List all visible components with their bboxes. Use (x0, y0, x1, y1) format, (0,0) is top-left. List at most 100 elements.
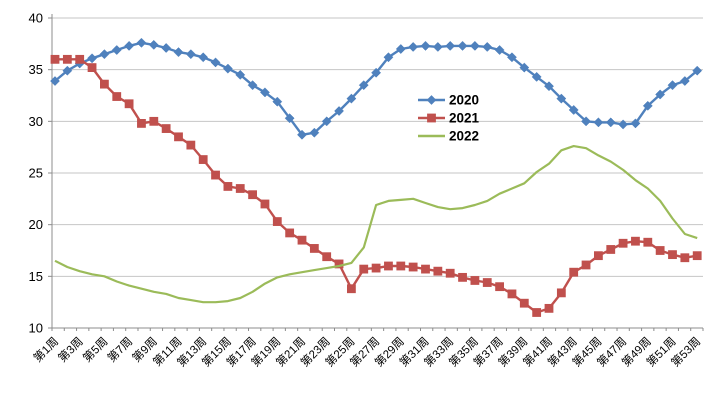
data-point-2021 (433, 266, 443, 276)
data-point-2021 (470, 276, 480, 285)
data-point-2020 (383, 52, 394, 63)
data-point-2020 (235, 69, 246, 80)
data-point-2020 (494, 45, 505, 55)
data-point-2020 (222, 63, 233, 74)
data-point-2021 (211, 170, 220, 180)
data-point-2020 (556, 93, 567, 104)
series-2020 (50, 37, 703, 140)
data-point-2021 (309, 244, 319, 253)
data-point-2020 (346, 93, 357, 104)
data-point-2021 (371, 263, 381, 273)
gridlines (52, 17, 703, 277)
data-point-2020 (544, 81, 554, 92)
data-point-2020 (210, 57, 221, 68)
data-point-2020 (469, 40, 480, 51)
data-point-2021 (631, 236, 640, 246)
data-point-2021 (186, 140, 196, 150)
data-point-2021 (581, 260, 591, 270)
data-point-2020 (519, 62, 530, 73)
data-point-2020 (111, 45, 122, 55)
data-point-2020 (272, 96, 283, 107)
data-point-2021 (285, 228, 295, 238)
data-point-2020 (581, 116, 592, 127)
data-point-2021 (223, 182, 233, 191)
data-point-2021 (556, 288, 566, 298)
data-point-2021 (75, 54, 85, 64)
legend-label-2022: 2022 (449, 129, 479, 144)
data-point-2020 (321, 116, 332, 127)
data-point-2020 (506, 52, 517, 63)
data-point-2020 (161, 43, 172, 53)
data-point-2021 (248, 190, 257, 200)
data-point-2020 (259, 87, 270, 98)
legend-item-2020[interactable]: 2020 (418, 93, 479, 108)
data-point-2020 (198, 52, 209, 63)
data-point-2021 (445, 268, 455, 278)
data-point-2021 (421, 264, 430, 274)
data-point-2020 (173, 47, 184, 58)
data-point-2021 (668, 250, 677, 260)
data-point-2021 (507, 289, 517, 299)
data-point-2020 (642, 100, 653, 111)
legend-item-2022[interactable]: 2022 (418, 129, 479, 144)
data-point-2021 (260, 199, 270, 209)
data-point-2021 (124, 99, 134, 109)
data-point-2020 (284, 113, 295, 124)
data-point-2021 (396, 261, 406, 271)
data-point-2020 (87, 53, 98, 64)
y-tick-label: 40 (29, 11, 43, 26)
data-point-2020 (50, 76, 60, 86)
data-point-2021 (482, 278, 492, 287)
legend-marker-2021 (427, 113, 436, 123)
y-tick-label: 10 (29, 321, 43, 336)
y-tick-label: 35 (29, 62, 43, 77)
data-point-2021 (137, 119, 146, 128)
data-point-2020 (593, 117, 604, 128)
data-point-2021 (458, 272, 467, 282)
legend-item-2021[interactable]: 2021 (418, 111, 480, 126)
data-point-2020 (148, 39, 159, 50)
data-point-2020 (62, 65, 73, 76)
data-point-2020 (667, 80, 678, 91)
data-point-2020 (309, 127, 320, 138)
data-point-2020 (247, 80, 258, 91)
data-point-2020 (408, 41, 419, 52)
data-point-2020 (136, 37, 147, 48)
y-tick-label: 20 (29, 217, 43, 232)
data-point-2021 (100, 79, 109, 89)
data-point-2020 (99, 49, 110, 60)
series-line-2022 (54, 145, 698, 304)
data-point-2021 (87, 63, 97, 73)
data-point-2021 (594, 251, 603, 261)
data-point-2021 (544, 303, 554, 313)
data-point-2020 (618, 119, 629, 130)
data-point-2020 (630, 118, 641, 129)
data-point-2021 (408, 262, 418, 272)
y-tick-label: 25 (29, 166, 43, 181)
data-point-2021 (643, 237, 653, 247)
data-point-2020 (655, 89, 666, 100)
y-tick-label: 30 (29, 114, 43, 129)
data-point-2020 (358, 80, 369, 91)
data-point-2021 (655, 246, 665, 255)
y-tick-label: 15 (29, 269, 43, 284)
data-point-2021 (198, 155, 208, 164)
data-point-2020 (531, 71, 542, 82)
data-point-2021 (235, 184, 245, 193)
legend-marker-2020 (426, 95, 437, 105)
data-point-2021 (519, 298, 529, 308)
data-point-2020 (420, 40, 431, 51)
legend-label-2020: 2020 (449, 93, 479, 108)
legend-label-2021: 2021 (449, 111, 480, 126)
data-point-2020 (679, 76, 690, 86)
data-point-2021 (359, 264, 369, 274)
data-point-2021 (112, 92, 122, 101)
data-point-2021 (322, 252, 332, 262)
series-2021 (50, 54, 702, 317)
data-point-2021 (297, 235, 307, 245)
data-point-2021 (606, 245, 616, 254)
data-point-2021 (174, 132, 183, 142)
data-point-2020 (445, 40, 456, 51)
